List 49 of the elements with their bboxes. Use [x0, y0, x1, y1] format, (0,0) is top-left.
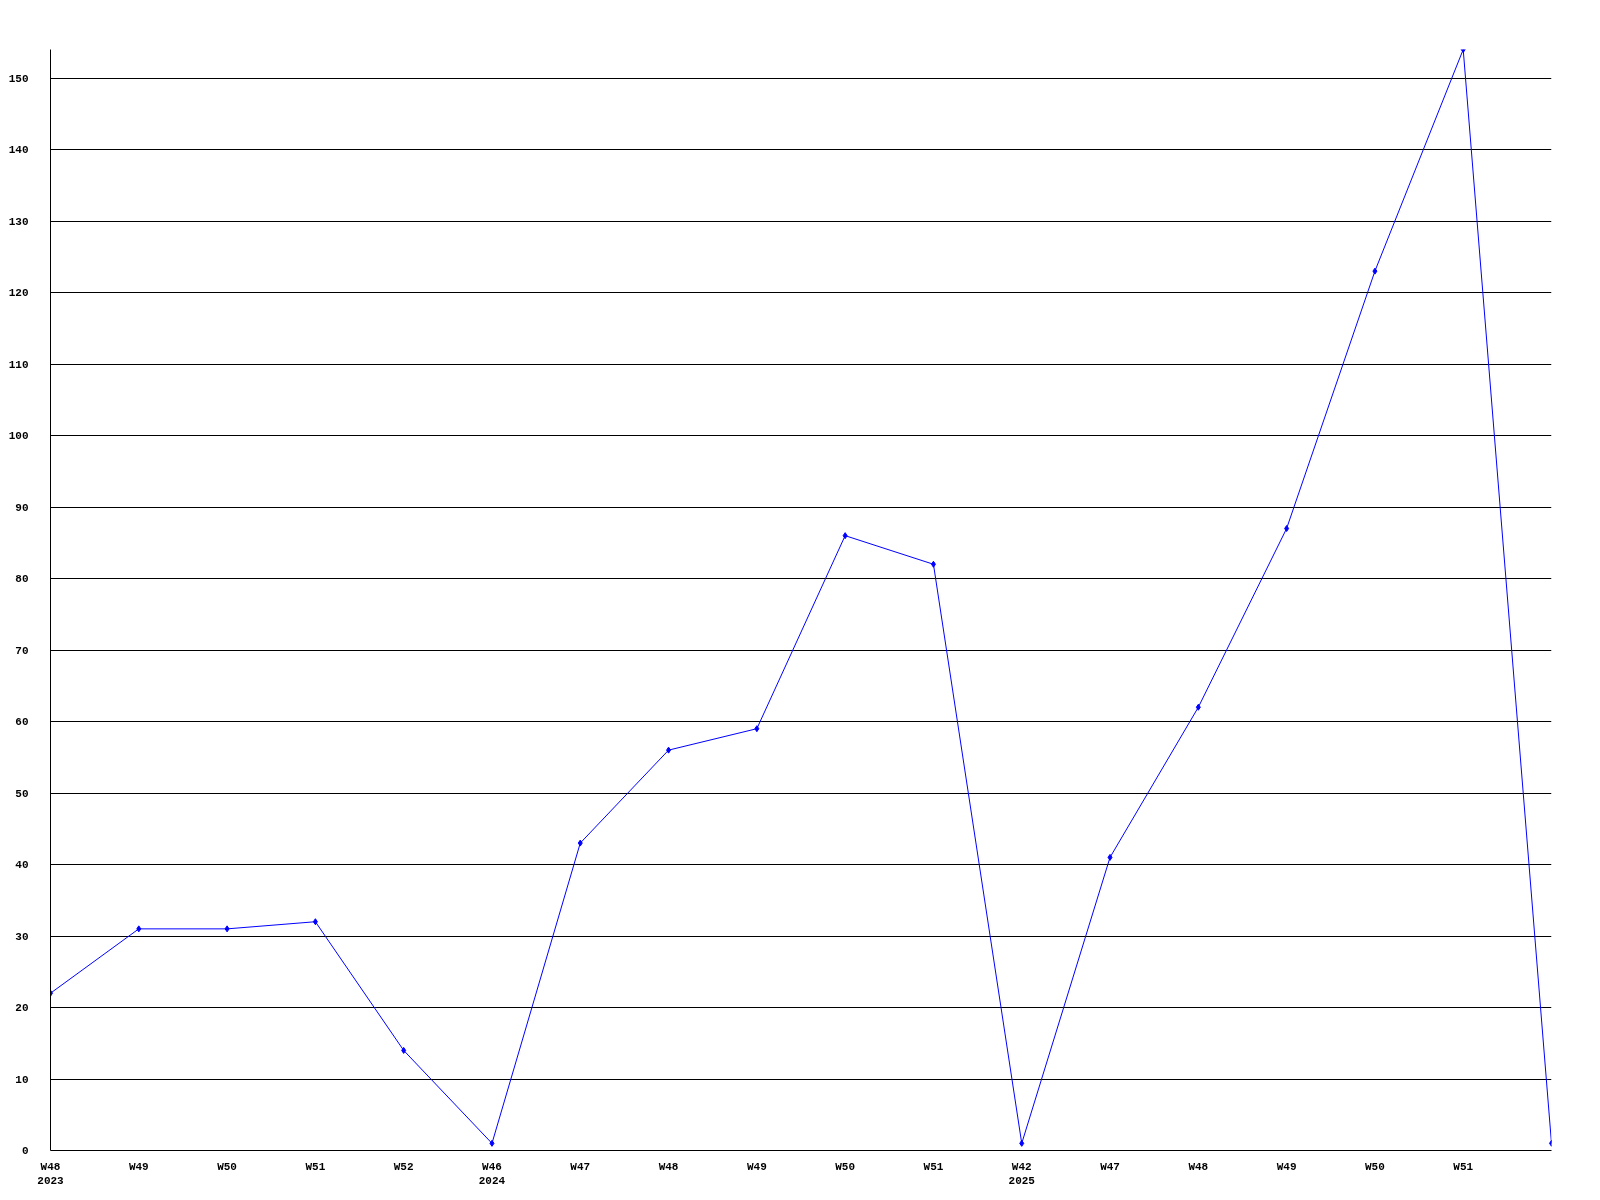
y-tick-label: 60 — [15, 716, 29, 729]
point — [666, 746, 672, 754]
y-tick-label: 150 — [8, 72, 29, 85]
x-tick-label: W49 — [128, 1160, 149, 1173]
x-tick-label: W51 — [305, 1160, 326, 1173]
point — [1284, 525, 1290, 533]
point — [577, 839, 583, 847]
x-tick-label: W49 — [1276, 1160, 1297, 1173]
x-tick-label: W50 — [835, 1160, 856, 1173]
point — [842, 532, 848, 540]
point — [401, 1046, 407, 1054]
x-tick-label: W51 — [923, 1160, 944, 1173]
x-tick-label: W51 — [1453, 1160, 1474, 1173]
point — [1372, 267, 1378, 275]
x-tick-label: W46 2024 — [478, 1160, 506, 1187]
x-tick-label: W48 — [1188, 1160, 1209, 1173]
x-tick-label: W49 — [746, 1160, 767, 1173]
point — [754, 725, 760, 733]
y-tick-label: 140 — [8, 144, 29, 157]
point — [224, 925, 230, 933]
point — [1195, 703, 1201, 711]
y-tick-label: 50 — [15, 787, 29, 800]
x-tick-label: W47 — [1100, 1160, 1120, 1173]
y-tick-label: 10 — [15, 1073, 29, 1086]
point — [136, 925, 142, 933]
y-tick-label: 30 — [15, 930, 29, 943]
y-tick-label: 0 — [21, 1145, 29, 1157]
x-tick-label: W47 — [570, 1160, 591, 1173]
y-tick-label: 70 — [15, 644, 29, 657]
x-tick-label: W50 — [1365, 1160, 1385, 1173]
y-tick-label: 20 — [15, 1002, 29, 1015]
point — [312, 918, 318, 926]
y-tick-label: 120 — [8, 287, 29, 300]
point — [489, 1139, 495, 1147]
x-tick-label: W42 2025 — [1008, 1160, 1036, 1187]
x-tick-label: W48 — [658, 1160, 679, 1173]
point — [930, 560, 936, 568]
point — [1460, 49, 1466, 53]
y-tick-label: 110 — [8, 358, 29, 371]
y-tick-label: 80 — [15, 573, 29, 586]
y-tick-label: 40 — [15, 859, 29, 872]
x-tick-label: W48 2023 — [37, 1160, 65, 1187]
point — [1019, 1139, 1025, 1147]
y-tick-label: 130 — [8, 215, 29, 228]
x-tick-label: W50 — [217, 1160, 237, 1173]
y-tick-label: 100 — [8, 430, 29, 443]
x-tick-label: W52 — [393, 1160, 414, 1173]
point — [1107, 853, 1113, 861]
y-tick-label: 90 — [15, 501, 29, 514]
